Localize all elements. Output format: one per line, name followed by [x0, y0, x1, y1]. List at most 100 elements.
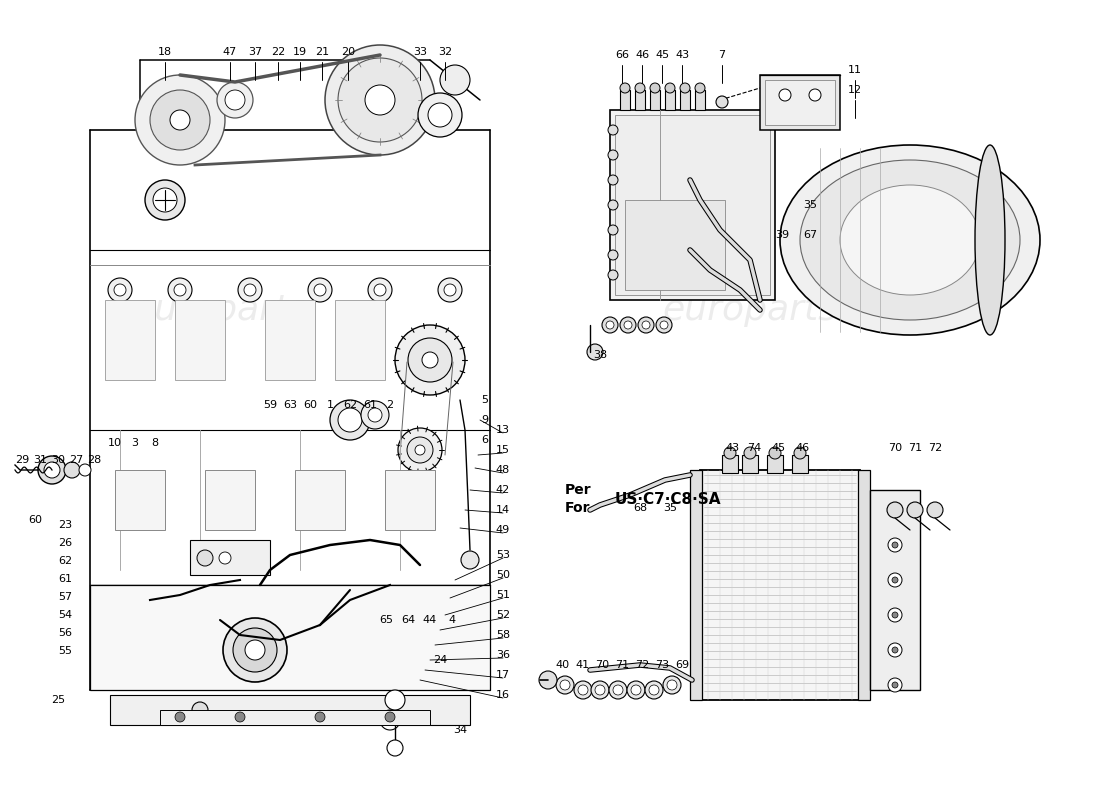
Circle shape [927, 502, 943, 518]
Circle shape [170, 110, 190, 130]
Ellipse shape [800, 160, 1020, 320]
Bar [90, 585, 490, 690]
Text: 53: 53 [496, 550, 510, 560]
Circle shape [365, 85, 395, 115]
Circle shape [235, 712, 245, 722]
Text: 22: 22 [271, 47, 285, 57]
Circle shape [888, 608, 902, 622]
Text: 15: 15 [496, 445, 510, 455]
Circle shape [219, 552, 231, 564]
Circle shape [888, 538, 902, 552]
Ellipse shape [840, 185, 980, 295]
Circle shape [608, 175, 618, 185]
Text: 35: 35 [803, 200, 817, 210]
Circle shape [892, 682, 898, 688]
Circle shape [608, 225, 618, 235]
Circle shape [314, 284, 326, 296]
Circle shape [114, 284, 126, 296]
Bar [680, 90, 690, 110]
Text: 60: 60 [302, 400, 317, 410]
Circle shape [226, 90, 245, 110]
Text: US·C7·C8·SA: US·C7·C8·SA [615, 491, 722, 506]
Circle shape [888, 573, 902, 587]
Text: 39: 39 [774, 230, 789, 240]
Bar [767, 455, 783, 473]
Bar [620, 90, 630, 110]
Text: 42: 42 [496, 485, 510, 495]
Circle shape [695, 83, 705, 93]
Circle shape [415, 445, 425, 455]
Circle shape [645, 681, 663, 699]
Circle shape [361, 401, 389, 429]
Circle shape [338, 408, 362, 432]
Text: 65: 65 [379, 615, 393, 625]
Circle shape [724, 447, 736, 459]
Circle shape [606, 321, 614, 329]
Text: 24: 24 [433, 655, 447, 665]
Text: 8: 8 [152, 438, 158, 448]
Circle shape [667, 680, 676, 690]
Ellipse shape [780, 145, 1040, 335]
Circle shape [308, 278, 332, 302]
Text: 3: 3 [132, 438, 139, 448]
Text: 62: 62 [343, 400, 358, 410]
Text: 54: 54 [58, 610, 73, 620]
Circle shape [44, 462, 60, 478]
Bar [650, 90, 660, 110]
Bar [635, 90, 645, 110]
Text: 67: 67 [803, 230, 817, 240]
Ellipse shape [975, 145, 1005, 335]
Text: 70: 70 [595, 660, 609, 670]
Text: 48: 48 [496, 465, 510, 475]
Text: 13: 13 [496, 425, 510, 435]
Circle shape [408, 338, 452, 382]
Text: 52: 52 [496, 610, 510, 620]
Text: 66: 66 [615, 50, 629, 60]
Circle shape [608, 200, 618, 210]
Text: 34: 34 [453, 725, 468, 735]
Bar [690, 470, 702, 700]
Text: 37: 37 [248, 47, 262, 57]
Circle shape [908, 502, 923, 518]
Bar [160, 710, 430, 725]
Circle shape [609, 681, 627, 699]
Circle shape [613, 685, 623, 695]
Text: 38: 38 [593, 350, 607, 360]
Text: 43: 43 [675, 50, 689, 60]
Circle shape [892, 647, 898, 653]
Bar [870, 490, 920, 690]
Circle shape [238, 278, 262, 302]
Text: 18: 18 [158, 47, 172, 57]
Text: 14: 14 [496, 505, 510, 515]
Text: 25: 25 [51, 695, 65, 705]
Circle shape [418, 93, 462, 137]
Text: 9: 9 [482, 415, 488, 425]
Text: 11: 11 [848, 65, 862, 75]
Circle shape [656, 317, 672, 333]
Circle shape [794, 447, 806, 459]
Text: 16: 16 [496, 690, 510, 700]
Circle shape [578, 685, 588, 695]
Bar [858, 470, 870, 700]
Circle shape [368, 278, 392, 302]
Circle shape [888, 678, 902, 692]
Text: 29: 29 [15, 455, 29, 465]
Circle shape [638, 317, 654, 333]
Text: 6: 6 [482, 435, 488, 445]
Text: 35: 35 [663, 503, 676, 513]
Circle shape [539, 671, 557, 689]
Circle shape [168, 278, 192, 302]
Circle shape [642, 321, 650, 329]
Text: 73: 73 [654, 660, 669, 670]
Circle shape [422, 352, 438, 368]
Text: 30: 30 [51, 455, 65, 465]
Circle shape [560, 680, 570, 690]
Text: 56: 56 [58, 628, 72, 638]
Circle shape [744, 447, 756, 459]
Circle shape [233, 628, 277, 672]
Text: 28: 28 [87, 455, 101, 465]
Text: 21: 21 [315, 47, 329, 57]
Text: Per: Per [565, 483, 592, 497]
Circle shape [461, 551, 478, 569]
Text: 5: 5 [482, 395, 488, 405]
